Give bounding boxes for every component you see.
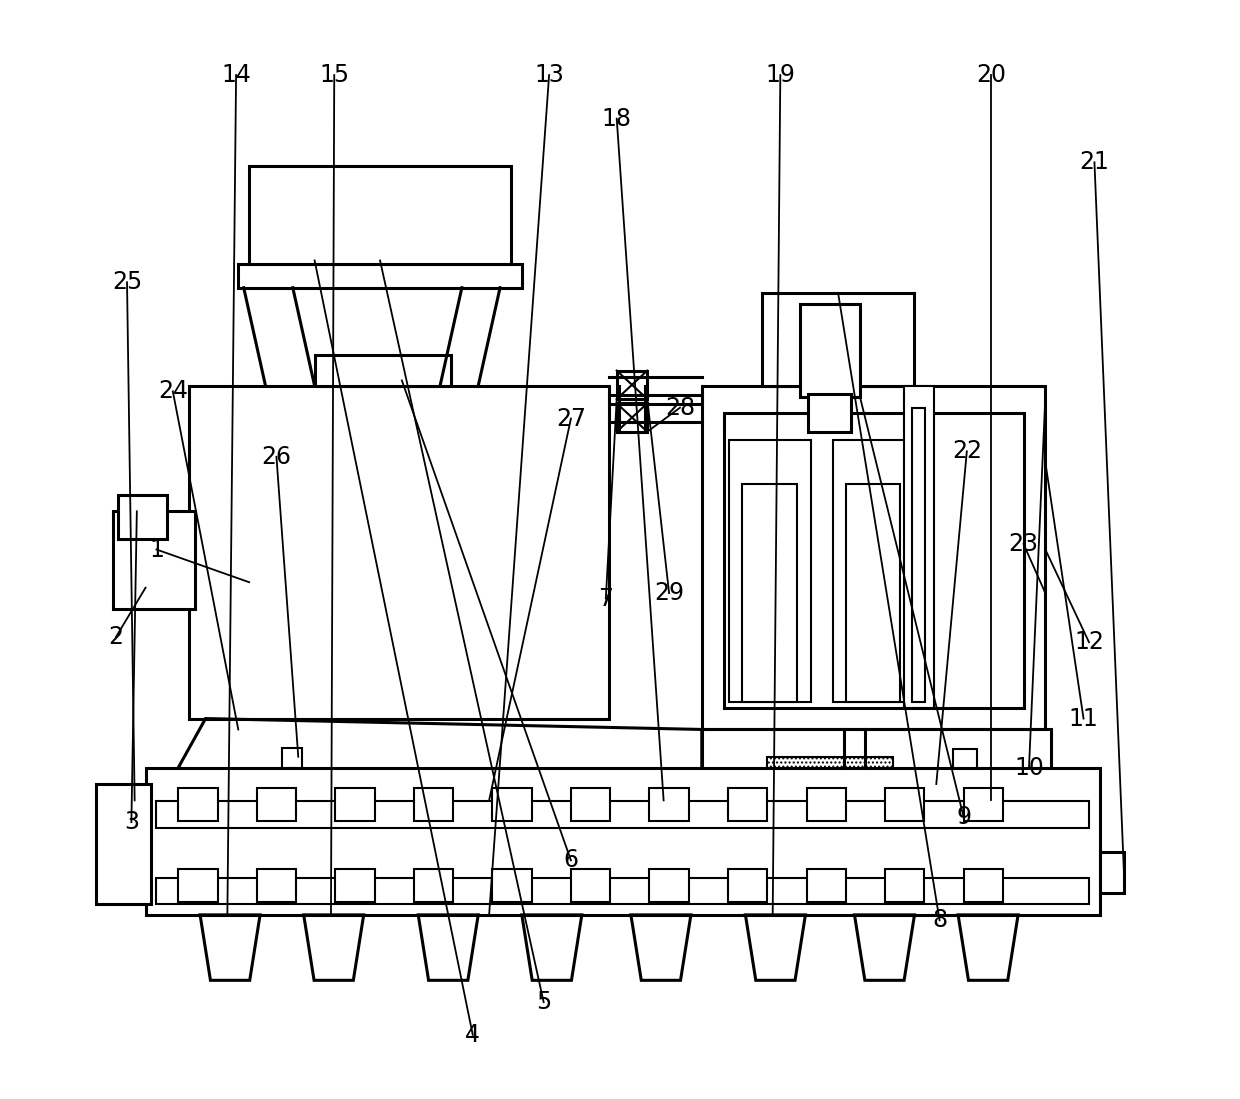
Bar	[156, 878, 1089, 904]
Bar	[257, 788, 296, 821]
Text: 14: 14	[221, 63, 250, 87]
Bar	[113, 511, 195, 610]
Bar	[616, 370, 647, 399]
Text: 26: 26	[262, 445, 291, 469]
Bar	[492, 788, 532, 821]
Bar	[885, 869, 924, 902]
Bar	[616, 403, 647, 432]
Bar	[702, 386, 1045, 730]
Bar	[179, 788, 217, 821]
Bar	[335, 869, 374, 902]
Text: 20: 20	[976, 63, 1006, 87]
Bar	[156, 801, 1089, 828]
Text: 21: 21	[1080, 151, 1110, 175]
Bar	[179, 869, 217, 902]
Bar	[761, 293, 914, 386]
Text: 7: 7	[599, 587, 614, 611]
Bar	[807, 393, 851, 432]
Bar	[492, 869, 532, 902]
Bar	[650, 788, 688, 821]
Text: 18: 18	[601, 107, 631, 131]
Bar	[728, 869, 768, 902]
Text: 1: 1	[149, 537, 164, 562]
Bar	[281, 748, 301, 767]
Bar	[414, 869, 453, 902]
Text: 11: 11	[1069, 707, 1099, 731]
Text: 12: 12	[1074, 630, 1104, 654]
Bar	[190, 386, 609, 719]
Text: 29: 29	[653, 581, 684, 606]
Bar	[315, 355, 451, 386]
Bar	[952, 750, 977, 773]
Bar	[800, 304, 861, 397]
Text: 2: 2	[109, 624, 124, 648]
Text: 19: 19	[765, 63, 795, 87]
Bar	[145, 767, 1100, 914]
Bar	[728, 788, 768, 821]
Text: 6: 6	[563, 848, 578, 873]
Text: 4: 4	[465, 1023, 480, 1047]
Text: 27: 27	[556, 407, 587, 431]
Bar	[335, 788, 374, 821]
Bar	[846, 484, 900, 702]
Text: 23: 23	[1008, 532, 1039, 556]
Text: 15: 15	[319, 63, 350, 87]
Bar	[963, 788, 1003, 821]
Bar	[913, 408, 925, 702]
Bar	[118, 495, 167, 539]
Bar	[1100, 852, 1123, 893]
Text: 5: 5	[536, 990, 552, 1014]
Text: 9: 9	[956, 804, 971, 829]
Text: 10: 10	[1014, 756, 1044, 779]
Bar	[963, 869, 1003, 902]
Bar	[257, 869, 296, 902]
Bar	[904, 386, 934, 708]
Bar	[833, 441, 914, 702]
Text: 13: 13	[534, 63, 564, 87]
Bar	[729, 441, 811, 702]
Text: 8: 8	[932, 909, 947, 932]
Bar	[806, 788, 846, 821]
Bar	[97, 784, 151, 904]
Bar	[724, 413, 1023, 708]
Bar	[768, 757, 893, 798]
Bar	[570, 869, 610, 902]
Bar	[743, 484, 796, 702]
Text: 28: 28	[665, 396, 696, 420]
Text: 22: 22	[952, 440, 982, 464]
Text: 25: 25	[112, 270, 143, 295]
Bar	[806, 869, 846, 902]
Text: 24: 24	[157, 379, 187, 403]
Bar	[650, 869, 688, 902]
Bar	[414, 788, 453, 821]
Bar	[249, 166, 511, 264]
Bar	[238, 264, 522, 288]
Text: 3: 3	[124, 810, 139, 834]
Bar	[885, 788, 924, 821]
Bar	[570, 788, 610, 821]
